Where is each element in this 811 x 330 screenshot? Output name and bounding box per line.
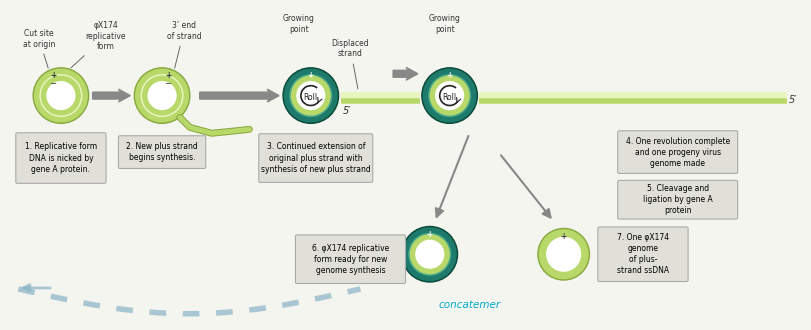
Text: −: − [49,79,57,88]
Circle shape [410,235,449,274]
Circle shape [297,82,324,110]
Text: φX174
replicative
form: φX174 replicative form [71,21,126,68]
FancyArrow shape [200,89,279,102]
Text: 5. Cleavage and
ligation by gene A
protein: 5. Cleavage and ligation by gene A prote… [643,184,713,215]
Text: 3. Continued extension of
original plus strand with
synthesis of new plus strand: 3. Continued extension of original plus … [261,143,371,174]
FancyBboxPatch shape [618,181,738,219]
Circle shape [148,82,176,110]
Text: 6. φX174 replicative
form ready for new
genome synthesis: 6. φX174 replicative form ready for new … [312,244,389,275]
Circle shape [416,240,444,268]
Circle shape [290,75,332,116]
Circle shape [404,228,456,280]
Circle shape [547,237,581,271]
Circle shape [291,76,330,115]
Circle shape [41,76,80,115]
Circle shape [538,228,590,280]
Circle shape [422,68,478,123]
FancyBboxPatch shape [259,134,373,182]
FancyBboxPatch shape [598,227,688,281]
Text: −: − [446,79,453,88]
Circle shape [135,69,188,122]
Text: 1. Replicative form
DNA is nicked by
gene A protein.: 1. Replicative form DNA is nicked by gen… [25,143,97,174]
Text: concatemer: concatemer [439,300,500,310]
Text: +: + [427,230,433,239]
Text: 5′: 5′ [342,107,351,116]
Circle shape [47,82,75,110]
Text: 5′: 5′ [789,95,797,105]
Text: Displaced
strand: Displaced strand [332,39,369,89]
Circle shape [409,233,451,275]
Text: +: + [307,71,314,80]
Text: Growing
point: Growing point [283,14,315,34]
Text: 7. One φX174
genome
of plus-
strand ssDNA: 7. One φX174 genome of plus- strand ssDN… [617,233,669,276]
Text: 4. One revolution complete
and one progeny virus
genome made: 4. One revolution complete and one proge… [625,137,730,168]
FancyBboxPatch shape [618,131,738,174]
Text: −: − [427,238,433,247]
Text: +: + [165,71,171,80]
Text: +: + [49,71,56,80]
FancyArrow shape [393,67,418,80]
Text: Growing
point: Growing point [429,14,461,34]
Text: Cut site
at origin: Cut site at origin [23,29,55,68]
Text: 3’ end
of strand: 3’ end of strand [166,21,201,68]
Circle shape [436,82,464,110]
Text: −: − [307,79,315,88]
Text: 2. New plus strand
begins synthesis.: 2. New plus strand begins synthesis. [127,142,198,162]
Circle shape [429,75,470,116]
Circle shape [40,75,82,116]
FancyArrow shape [92,89,131,102]
FancyBboxPatch shape [15,133,106,183]
Circle shape [283,68,338,123]
Circle shape [539,230,588,279]
FancyBboxPatch shape [118,136,206,169]
Circle shape [33,68,88,123]
Text: +: + [560,232,567,241]
Text: Roll: Roll [304,93,318,102]
Circle shape [402,226,457,282]
Text: −: − [165,79,171,88]
Circle shape [423,69,476,122]
Circle shape [141,75,183,116]
Text: Roll: Roll [443,93,457,102]
Circle shape [143,76,182,115]
Text: +: + [447,71,453,80]
Circle shape [35,69,88,122]
Circle shape [285,69,337,122]
FancyBboxPatch shape [295,235,406,283]
Circle shape [431,76,469,115]
Circle shape [135,68,190,123]
